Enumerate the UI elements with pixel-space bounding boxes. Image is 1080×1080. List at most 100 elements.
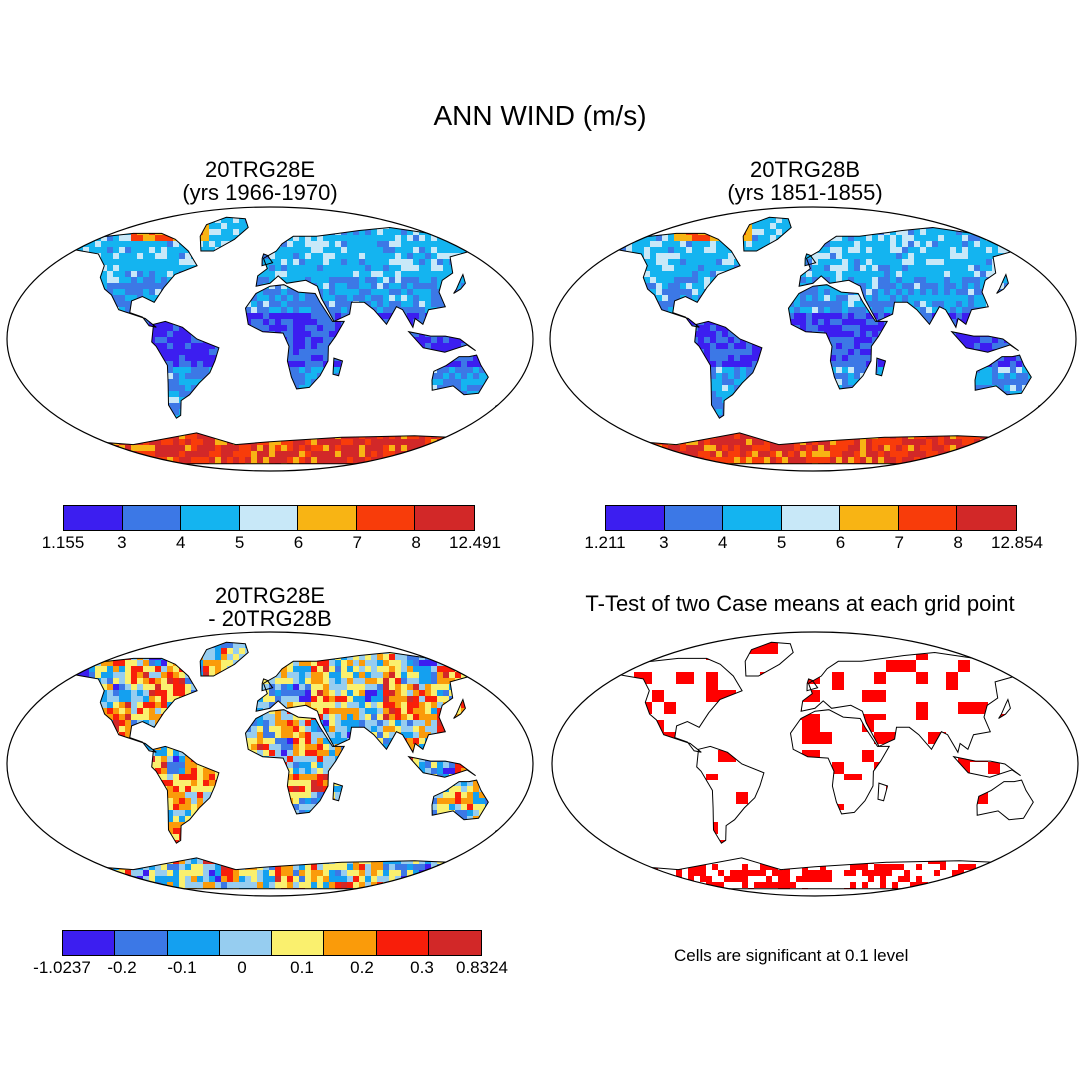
coastlines (599, 216, 1060, 465)
colorbar-case1-label: 4 (175, 533, 186, 552)
colorbar-case1-label: 3 (117, 533, 127, 552)
coastline-uk (261, 253, 274, 267)
coastline-northAmerica (64, 657, 198, 753)
coastline-antarctica (56, 857, 485, 890)
coastlines (601, 641, 1062, 890)
map-diff (6, 631, 534, 897)
panel-title-diff-line1: 20TRG28E (214, 583, 326, 608)
colorbar-diff-swatch (324, 931, 377, 955)
colorbar-case1-label: 6 (293, 533, 304, 552)
colorbar-case1-swatch (181, 506, 240, 530)
colorbar-case2-label: 4 (717, 533, 728, 552)
coastline-antarctica (56, 432, 485, 465)
colorbar-case1-label: 1.155 (41, 533, 85, 552)
colorbar-case2-swatch (957, 506, 1016, 530)
colorbar-case2-swatch (606, 506, 665, 530)
colorbar-diff-label: -0.1 (167, 958, 197, 977)
coastline-indonesia (407, 330, 476, 353)
coastline-madagascar (877, 782, 889, 802)
colorbar-diff-swatch (376, 931, 429, 955)
colorbar-case2-label: 5 (776, 533, 787, 552)
colorbar-case2-label: 12.854 (991, 533, 1043, 552)
coastline-southAmerica (151, 320, 220, 419)
coastline-uk (806, 678, 819, 692)
colorbar-diff-label: 0 (237, 958, 247, 977)
panel-title-ttest: T-Test of two Case means at each grid po… (585, 591, 1015, 616)
map-border (549, 206, 1077, 472)
colorbar-case2-label: 3 (659, 533, 669, 552)
colorbar-case1-swatch (239, 506, 299, 530)
coastline-southAmerica (696, 745, 765, 844)
coastline-australia (976, 779, 1034, 821)
colorbar-case2-label: 1.211 (584, 533, 626, 552)
coastline-antarctica (599, 432, 1028, 465)
panel-title-case1: 20TRG28E (yrs 1966-1970) (80, 158, 440, 204)
panel-title-case2: 20TRG28B (yrs 1851-1855) (625, 158, 985, 204)
figure-title: ANN WIND (m/s) (433, 100, 647, 131)
coastline-antarctica (601, 857, 1030, 890)
coastline-southAmerica (151, 745, 220, 844)
colorbar-diff-label: 0.3 (410, 958, 434, 977)
coastline-africa (244, 284, 346, 390)
colorbar-diff-swatch (63, 931, 116, 955)
coastline-japan (453, 273, 466, 294)
colorbar-case1-label: 12.491 (449, 533, 501, 552)
colorbar-diff-swatch (219, 931, 272, 955)
coastline-eurasia (255, 651, 488, 754)
map-ttest (551, 631, 1079, 897)
colorbar-diff-label: -1.0237 (33, 958, 91, 977)
panel-title-case1-line1: 20TRG28E (204, 157, 316, 182)
coastline-japan (998, 698, 1011, 719)
coastline-uk (804, 253, 817, 267)
colorbar-diff-swatch (272, 931, 325, 955)
coastline-japan (996, 273, 1009, 294)
colorbar-diff-label: 0.1 (290, 958, 314, 977)
colorbar-diff-label: 0.8324 (456, 958, 508, 977)
panel-title-diff-line2: - 20TRG28B (208, 606, 332, 631)
panel-title-case2-line1: 20TRG28B (749, 157, 861, 182)
coastline-australia (431, 354, 489, 396)
colorbar-case1 (63, 505, 475, 531)
coastline-eurasia (255, 226, 488, 329)
colorbar-case1-label: 5 (234, 533, 245, 552)
colorbar-case2 (605, 505, 1017, 531)
coastline-uk (261, 678, 274, 692)
coastline-africa (787, 284, 889, 390)
colorbar-case2-swatch (664, 506, 724, 530)
coastline-madagascar (332, 782, 344, 802)
coastline-greenland (742, 216, 792, 252)
coastline-greenland (199, 216, 249, 252)
colorbar-case2-swatch (840, 506, 899, 530)
colorbar-case1-swatch (298, 506, 357, 530)
coastline-greenland (744, 641, 794, 677)
colorbar-case1-label: 7 (352, 533, 363, 552)
panel-title-case2-line2: (yrs 1851-1855) (727, 180, 883, 205)
coastline-northAmerica (64, 232, 198, 328)
panel-title-case1-line2: (yrs 1966-1970) (182, 180, 338, 205)
coastline-greenland (199, 641, 249, 677)
coastline-madagascar (332, 357, 344, 377)
coastline-northAmerica (607, 232, 741, 328)
coastline-southAmerica (694, 320, 763, 419)
coastlines (56, 216, 517, 465)
colorbar-case1-label: 8 (411, 533, 421, 552)
map-case1 (6, 206, 534, 472)
colorbar-case1-swatch (122, 506, 182, 530)
colorbar-diff-swatch (428, 931, 481, 955)
colorbar-diff-swatch (115, 931, 168, 955)
map-border (6, 206, 534, 472)
colorbar-case2-label: 8 (953, 533, 963, 552)
coastline-australia (974, 354, 1032, 396)
map-border (6, 631, 534, 897)
panel-title-diff: 20TRG28E - 20TRG28B (90, 584, 450, 630)
map-case2 (549, 206, 1077, 472)
colorbar-case1-swatch (64, 506, 123, 530)
coastline-africa (244, 709, 346, 815)
colorbar-diff (62, 930, 482, 956)
coastlines (56, 641, 517, 890)
coastline-africa (789, 709, 891, 815)
colorbar-case2-swatch (723, 506, 782, 530)
significance-note: Cells are significant at 0.1 level (674, 946, 909, 965)
coastline-madagascar (875, 357, 887, 377)
coastline-eurasia (800, 651, 1033, 754)
